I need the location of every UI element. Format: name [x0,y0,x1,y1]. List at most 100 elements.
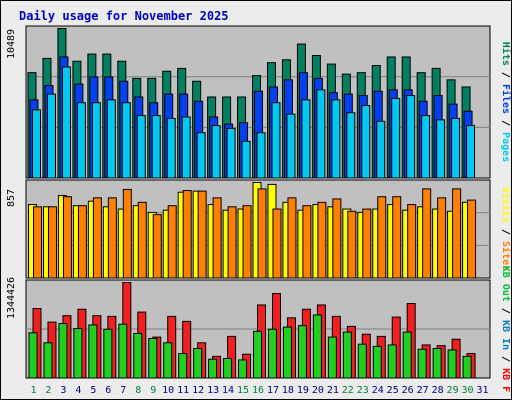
bar-sites-day-4 [77,205,87,279]
bar-sites-day-28 [437,197,447,279]
x-label-day-1: 1 [30,385,36,396]
x-label-day-8: 8 [135,385,141,396]
bar-sites-day-19 [302,205,312,279]
bar-sites-day-3 [62,196,72,279]
bar-pages-day-21 [331,99,341,179]
bar-sites-day-14 [227,206,237,279]
x-label-day-18: 18 [282,385,294,396]
legend-kb-f: KB F [500,368,511,392]
bar-kbout-day-24 [372,345,382,379]
bar-sites-day-2 [47,206,57,279]
bar-pages-day-27 [421,115,431,179]
x-label-day-2: 2 [45,385,51,396]
bar-sites-day-15 [242,205,252,279]
bar-pages-day-17 [271,102,281,179]
bar-pages-day-13 [211,125,221,179]
bar-sites-day-21 [332,198,342,279]
bar-kbout-day-9 [148,338,158,379]
bar-pages-day-11 [181,116,191,179]
chart-title: Daily usage for November 2025 [19,9,229,23]
bar-pages-day-19 [301,99,311,179]
legend-hits: Hits [500,42,512,66]
bar-kbout-day-19 [297,325,307,379]
legend-sites-visits: Visits / Sites [500,187,512,271]
x-label-day-13: 13 [207,385,219,396]
bar-pages-day-2 [46,93,56,179]
x-label-day-30: 30 [462,385,474,396]
y-max-label-visits: 857 [6,189,17,207]
x-label-day-17: 17 [267,385,279,396]
bar-sites-day-10 [167,205,177,279]
x-label-day-22: 22 [342,385,354,396]
bar-kbout-day-28 [432,348,442,379]
bar-pages-day-8 [136,115,146,179]
bar-pages-day-18 [286,113,296,179]
bar-kbout-day-27 [417,348,427,379]
bar-sites-day-26 [407,204,417,279]
bar-sites-day-12 [197,190,207,279]
x-label-day-15: 15 [237,385,249,396]
bar-sites-day-22 [347,210,357,279]
bar-kbout-day-16 [253,330,263,379]
x-label-day-5: 5 [90,385,96,396]
bar-pages-day-9 [151,115,161,179]
bar-pages-day-7 [121,102,131,179]
x-label-day-12: 12 [192,385,204,396]
bar-sites-day-25 [392,196,402,279]
bar-kbout-day-18 [282,326,292,379]
bar-pages-day-12 [196,132,206,179]
legend-sites: Sites [500,241,512,271]
bar-pages-day-28 [436,119,446,179]
bar-sites-day-16 [257,188,267,279]
bar-sites-day-17 [272,208,282,279]
x-label-day-31: 31 [476,385,488,396]
bar-pages-day-5 [91,102,101,179]
bar-sites-day-20 [317,201,327,279]
bar-kbout-day-23 [357,343,367,379]
y-max-label-kb: 1344426 [6,277,17,319]
legend-kb-out: KB Out [500,266,511,302]
bar-pages-day-20 [316,89,326,179]
bar-kbout-day-8 [133,333,143,379]
bar-pages-day-14 [226,127,236,179]
bar-kbout-day-2 [43,342,53,379]
bar-kbout-day-22 [342,331,352,379]
bar-sites-day-7 [122,188,132,279]
bar-sites-day-30 [467,199,477,279]
legend-files: Files [500,84,512,114]
x-label-day-9: 9 [150,385,156,396]
x-label-day-14: 14 [222,385,234,396]
bar-pages-day-25 [391,97,401,179]
x-label-day-29: 29 [447,385,459,396]
x-label-day-26: 26 [402,385,414,396]
bar-pages-day-3 [61,66,71,179]
bar-kbout-day-17 [267,328,277,379]
x-label-day-4: 4 [75,385,81,396]
bar-sites-day-6 [107,197,117,279]
bar-sites-day-1 [33,206,42,279]
bar-sites-day-27 [422,188,432,279]
bar-kbout-day-26 [402,331,412,379]
bar-sites-day-13 [212,197,222,279]
x-label-day-16: 16 [252,385,264,396]
x-label-day-28: 28 [432,385,444,396]
bar-sites-day-29 [452,188,462,279]
bar-pages-day-29 [451,117,461,179]
x-label-day-24: 24 [372,385,384,396]
bar-sites-day-24 [377,196,387,279]
x-label-day-6: 6 [105,385,111,396]
bar-kbout-day-20 [312,314,322,379]
bar-kbout-day-12 [193,348,203,379]
bar-kbout-day-13 [208,358,218,379]
bar-sites-day-11 [182,190,192,279]
bar-sites-day-8 [137,201,147,279]
legend-kb-in: KB In [500,320,511,350]
bar-sites-day-9 [152,214,162,279]
bar-kbout-day-30 [462,355,472,379]
bar-kbout-day-4 [73,328,83,379]
legend-visits: Visits [500,187,512,223]
bar-kbout-day-1 [28,332,38,379]
bar-kbout-day-10 [163,342,173,379]
